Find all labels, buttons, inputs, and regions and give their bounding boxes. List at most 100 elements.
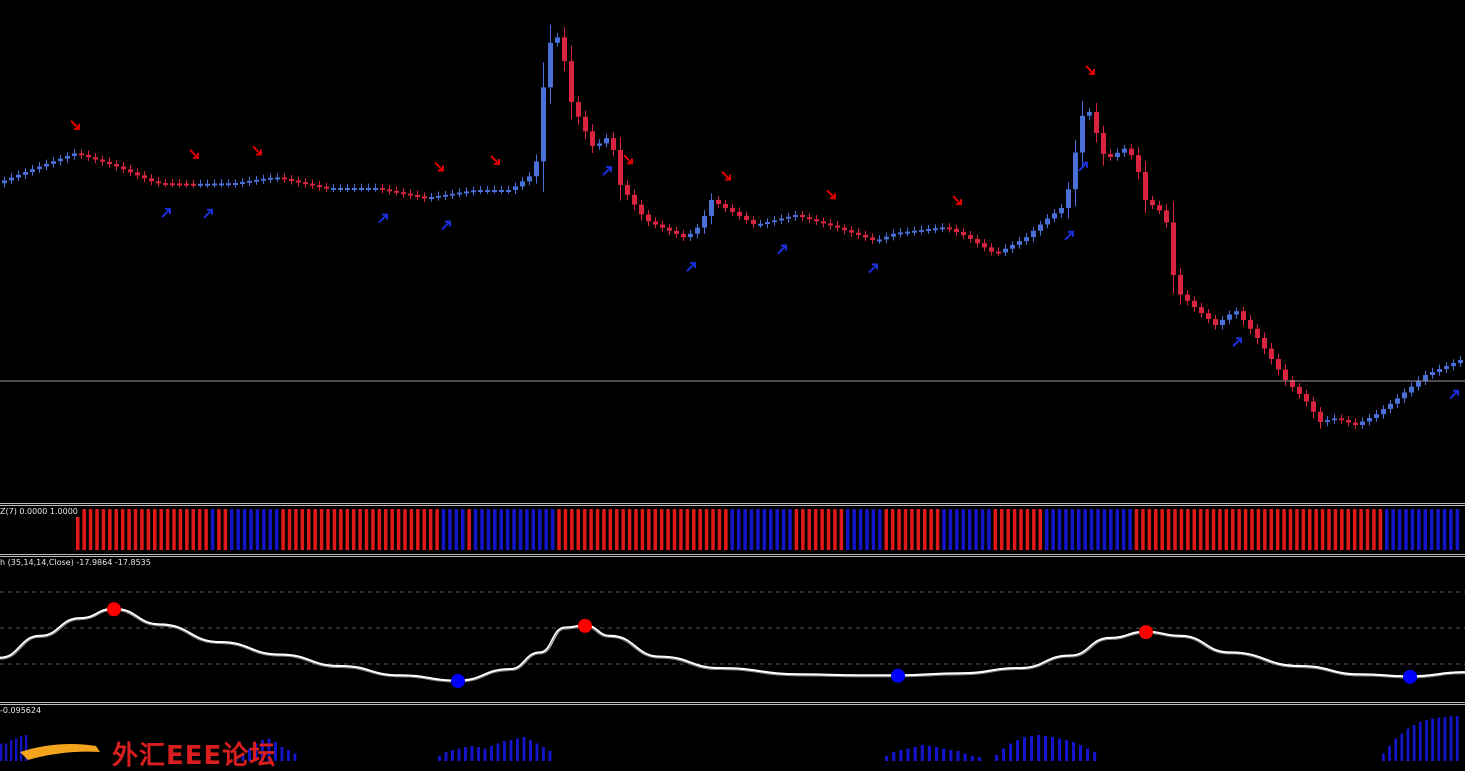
candle-body — [240, 181, 245, 184]
candle — [1052, 209, 1057, 223]
buy-arrow-icon — [203, 208, 213, 219]
histogram-bar — [1388, 746, 1391, 761]
candle-body — [205, 183, 210, 186]
candle-body — [527, 176, 532, 182]
candle-body — [835, 225, 840, 228]
color-bar — [980, 509, 985, 550]
sell-arrow-head — [956, 199, 962, 206]
color-bar — [230, 509, 234, 550]
histogram-bar — [522, 737, 526, 761]
candle-body — [233, 183, 238, 185]
candle-body — [821, 221, 826, 224]
candle — [1171, 201, 1176, 294]
candle — [709, 193, 714, 225]
pane-separator[interactable] — [0, 702, 1465, 703]
candle-body — [681, 233, 686, 238]
candle — [702, 210, 707, 234]
candle — [891, 229, 896, 241]
candle-body — [849, 230, 854, 233]
candle-body — [177, 183, 182, 186]
pane-separator[interactable] — [0, 505, 1465, 506]
candle-body — [1402, 392, 1407, 399]
candle — [268, 173, 273, 183]
histogram-bar — [1425, 720, 1428, 761]
candle-body — [541, 87, 546, 162]
candle-body — [646, 214, 651, 222]
candle — [107, 157, 112, 169]
sell-arrow-head — [193, 152, 199, 159]
pane-separator[interactable] — [0, 704, 1465, 705]
candle-body — [1010, 244, 1015, 249]
sell-arrow-icon — [826, 189, 836, 200]
histogram-bar — [457, 748, 461, 761]
buy-arrow-head — [872, 263, 878, 270]
candle-body — [415, 195, 420, 197]
candle-body — [1248, 320, 1253, 329]
color-bar — [865, 509, 869, 550]
histogram-bar — [1406, 728, 1410, 761]
color-bar — [223, 509, 228, 550]
candle — [506, 185, 511, 194]
candle — [1087, 108, 1092, 120]
candle — [919, 225, 924, 235]
histogram-pane: -0.095624 — [0, 705, 1465, 761]
candle — [1164, 204, 1169, 229]
color-bar — [364, 509, 369, 550]
color-bar-indicator-label: Z(7) 0.0000 1.0000 — [0, 507, 80, 517]
color-bar — [1449, 509, 1453, 550]
color-bar — [1000, 509, 1004, 550]
candle-body — [1241, 311, 1246, 320]
candle-body — [1220, 319, 1225, 325]
color-bar — [210, 509, 215, 550]
histogram-bar — [927, 746, 932, 761]
candle-body — [1409, 386, 1414, 393]
color-bar — [82, 509, 86, 550]
candle — [65, 152, 70, 163]
buy-arrow-shaft — [1449, 391, 1458, 400]
color-bar — [1051, 509, 1055, 550]
candle-body — [1367, 418, 1372, 422]
color-bar — [1391, 509, 1395, 550]
buy-arrow-shaft — [868, 264, 877, 274]
candle — [1311, 396, 1316, 419]
color-bar — [647, 509, 651, 550]
color-bar — [563, 509, 568, 550]
buy-arrow-icon — [686, 262, 696, 272]
candle-body — [1059, 208, 1064, 214]
color-bar — [1372, 509, 1376, 550]
color-bar — [1006, 509, 1010, 550]
pane-separator[interactable] — [0, 556, 1465, 557]
candle-body — [338, 188, 343, 190]
sell-arrow-head — [627, 158, 633, 165]
color-bar — [274, 509, 279, 550]
candle — [149, 174, 154, 186]
sell-arrow-shaft — [434, 161, 443, 171]
color-bar — [910, 509, 914, 550]
candle-body — [569, 61, 574, 103]
histogram-bar — [274, 742, 277, 761]
candle — [905, 227, 910, 237]
color-bar — [1359, 509, 1363, 550]
color-bar — [1128, 509, 1132, 550]
sell-arrow-shaft — [952, 195, 961, 204]
candle — [1332, 414, 1337, 425]
candle-body — [926, 229, 931, 232]
candle-body — [779, 218, 784, 221]
pane-separator[interactable] — [0, 503, 1465, 504]
candle — [1444, 361, 1449, 373]
candle — [1325, 416, 1330, 427]
candle — [1031, 227, 1036, 243]
color-bar — [287, 509, 292, 550]
candle-body — [1388, 403, 1393, 409]
candle — [415, 190, 420, 200]
candle-body — [247, 180, 252, 183]
color-bar — [550, 509, 555, 550]
pane-separator[interactable] — [0, 554, 1465, 555]
candle-body — [1234, 311, 1239, 315]
candle-body — [555, 37, 560, 43]
sell-arrow-head — [725, 174, 731, 181]
candle-body — [1087, 112, 1092, 116]
candlestick-chart — [0, 24, 1465, 429]
candle — [1360, 417, 1365, 429]
color-bar — [1308, 509, 1312, 550]
